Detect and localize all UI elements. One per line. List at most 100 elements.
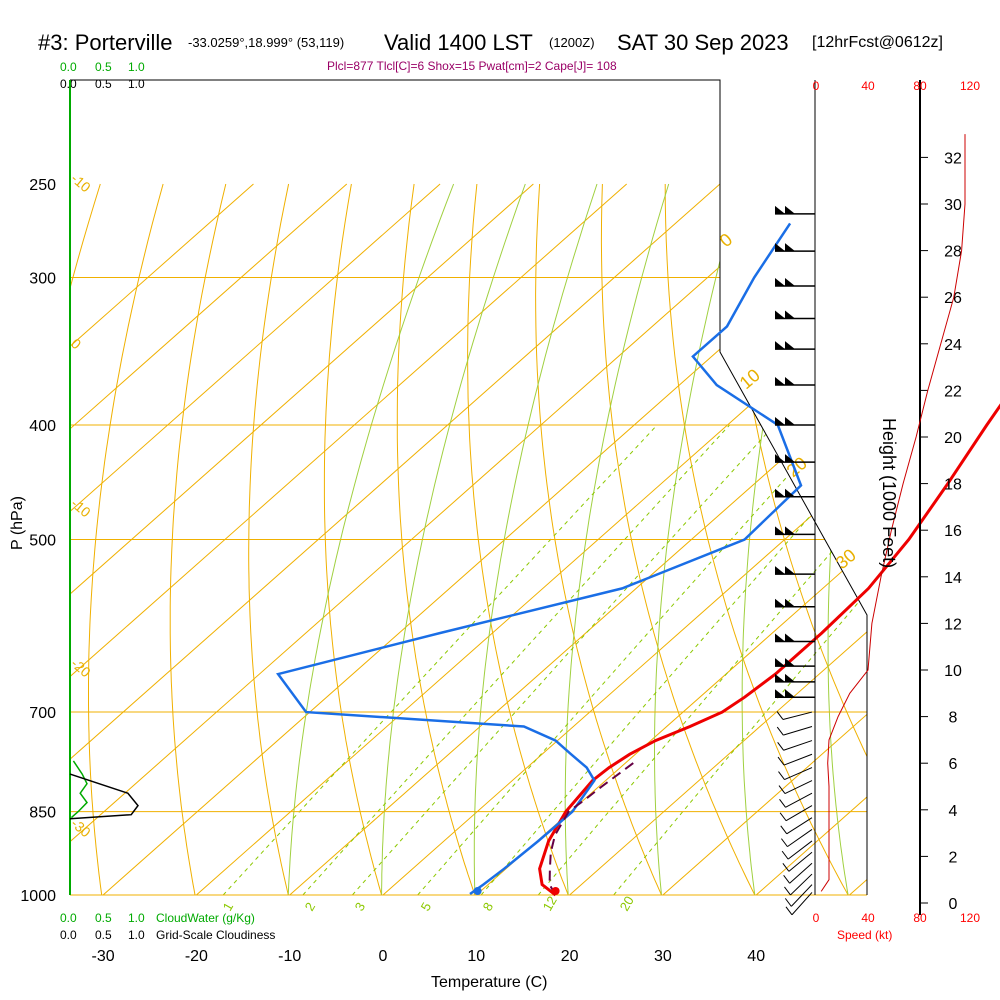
dry-adiabat [248, 183, 290, 895]
forecast-info: [12hrFcst@0612z] [812, 34, 943, 51]
height-axis-title: Height (1000 Feet) [879, 418, 899, 568]
wind-barb [784, 873, 813, 896]
wind-barb [775, 277, 815, 287]
wind-barb-staff [789, 862, 813, 884]
wind-speed-profile [820, 134, 966, 892]
wind-barb [777, 753, 813, 766]
speed-tick-label-bottom: 80 [913, 911, 927, 925]
wind-barb-pennant [785, 566, 795, 575]
wind-barb [775, 341, 815, 350]
wind-speed-line [820, 134, 966, 892]
speed-tick-label-bottom: 0 [813, 911, 820, 925]
wind-barb-flag [781, 838, 788, 847]
wind-barb-staff [787, 829, 813, 848]
wind-barb-staff [783, 753, 813, 766]
pressure-tick-label: 300 [29, 270, 56, 287]
cloud-scale-top-black-2: 1.0 [128, 77, 145, 91]
height-tick-label: 30 [944, 197, 962, 214]
wind-barb [775, 673, 815, 683]
wind-barb-pennant [775, 598, 785, 607]
wind-barb-flag [780, 825, 788, 835]
wind-barb-pennant [785, 598, 795, 607]
speed-tick-label-top: 120 [960, 79, 980, 93]
wind-barb-flag [781, 850, 789, 860]
plot-frame [70, 79, 868, 895]
adiabat-label-10-left: -10 [68, 495, 94, 520]
wind-barb [775, 633, 815, 643]
wind-barb-staff [790, 884, 813, 907]
valid-time: Valid 1400 LST [384, 30, 533, 55]
height-tick-label: 10 [944, 663, 962, 680]
mixing-ratio-label-8: 8 [480, 900, 497, 914]
wind-barb-pennant [785, 310, 795, 319]
cloud-scale-bottom-black-0: 0.0 [60, 928, 77, 942]
wind-barb [781, 840, 813, 860]
cloudwater-line [70, 760, 88, 819]
wind-barb [775, 243, 815, 252]
wind-barb-pennant [785, 673, 795, 682]
wind-barb [783, 862, 813, 884]
wind-barb-staff [791, 892, 813, 916]
wind-barb-pennant [775, 277, 785, 286]
cloud-scale-bottom-green-1: 0.5 [95, 911, 112, 925]
temperature-axis-title: Temperature (C) [431, 974, 547, 991]
wind-barb-pennant [775, 243, 785, 252]
height-tick-label: 0 [949, 896, 958, 913]
adiabat-label-neg10: -10 [68, 170, 94, 195]
height-tick-label: 12 [944, 616, 962, 633]
temperature-tick-label: 20 [561, 948, 579, 965]
height-tick-label: 32 [944, 150, 962, 167]
sounding-traces [275, 222, 1000, 897]
cloud-scale-top-black-0: 0.0 [60, 77, 77, 91]
pressure-tick-label: 500 [29, 532, 56, 549]
wind-barb-pennant [775, 310, 785, 319]
wind-barb-pennant [785, 417, 795, 426]
cloud-scale-top-green-0: 0.0 [60, 60, 77, 74]
height-tick-label: 2 [949, 849, 958, 866]
mixing-ratio-line [613, 424, 867, 895]
isotherm-line [475, 183, 867, 895]
wind-barb-pennant [775, 341, 785, 350]
speed-tick-label-top: 40 [861, 79, 875, 93]
height-tick-label: 18 [944, 477, 962, 494]
wind-barb [782, 851, 813, 872]
dry-adiabat [169, 183, 227, 895]
sounding-indices: Plcl=877 Tlcl[C]=6 Shox=15 Pwat[cm]=2 Ca… [327, 59, 617, 73]
wind-barb [775, 310, 815, 320]
moist-adiabat [827, 183, 867, 895]
wind-barb-staff [788, 851, 813, 872]
height-tick-label: 8 [949, 710, 958, 727]
temperature-tick-label: 0 [379, 948, 388, 965]
bottom-cloud-scale: 0.0 0.5 1.0 CloudWater (g/Kg) 0.0 0.5 1.… [60, 911, 275, 942]
wind-barb-flag [785, 906, 793, 916]
cloud-scale-bottom-green-0: 0.0 [60, 911, 77, 925]
speed-tick-label-bottom: 40 [861, 911, 875, 925]
valid-date: SAT 30 Sep 2023 [617, 30, 789, 55]
cloud-profiles [69, 760, 139, 820]
temperature-tick-label: -10 [278, 948, 301, 965]
wind-barb [775, 598, 815, 608]
wind-barb-pennant [775, 658, 785, 667]
wind-barb [775, 566, 815, 575]
wind-barb-pennant [785, 341, 795, 350]
wind-barb [775, 526, 815, 536]
wind-barb-pennant [775, 488, 785, 497]
temperature-axis: -30 -20 -10 0 10 20 30 40 [92, 948, 766, 965]
dry-adiabat [600, 183, 756, 895]
isotherm-line [849, 183, 867, 895]
wind-barb [778, 767, 813, 780]
wind-barb-flag [783, 874, 791, 884]
wind-barb-pennant [785, 205, 795, 214]
mixing-ratio-line [222, 424, 658, 895]
isotherm-line [70, 183, 441, 895]
wind-barb-pennant [785, 243, 795, 252]
surface-temperature-marker [551, 887, 560, 895]
temperature-tick-label: -20 [185, 948, 208, 965]
wind-barb [778, 780, 813, 795]
wind-barb [775, 488, 815, 498]
wind-barb-flag [777, 741, 785, 751]
wind-barb [775, 205, 815, 215]
